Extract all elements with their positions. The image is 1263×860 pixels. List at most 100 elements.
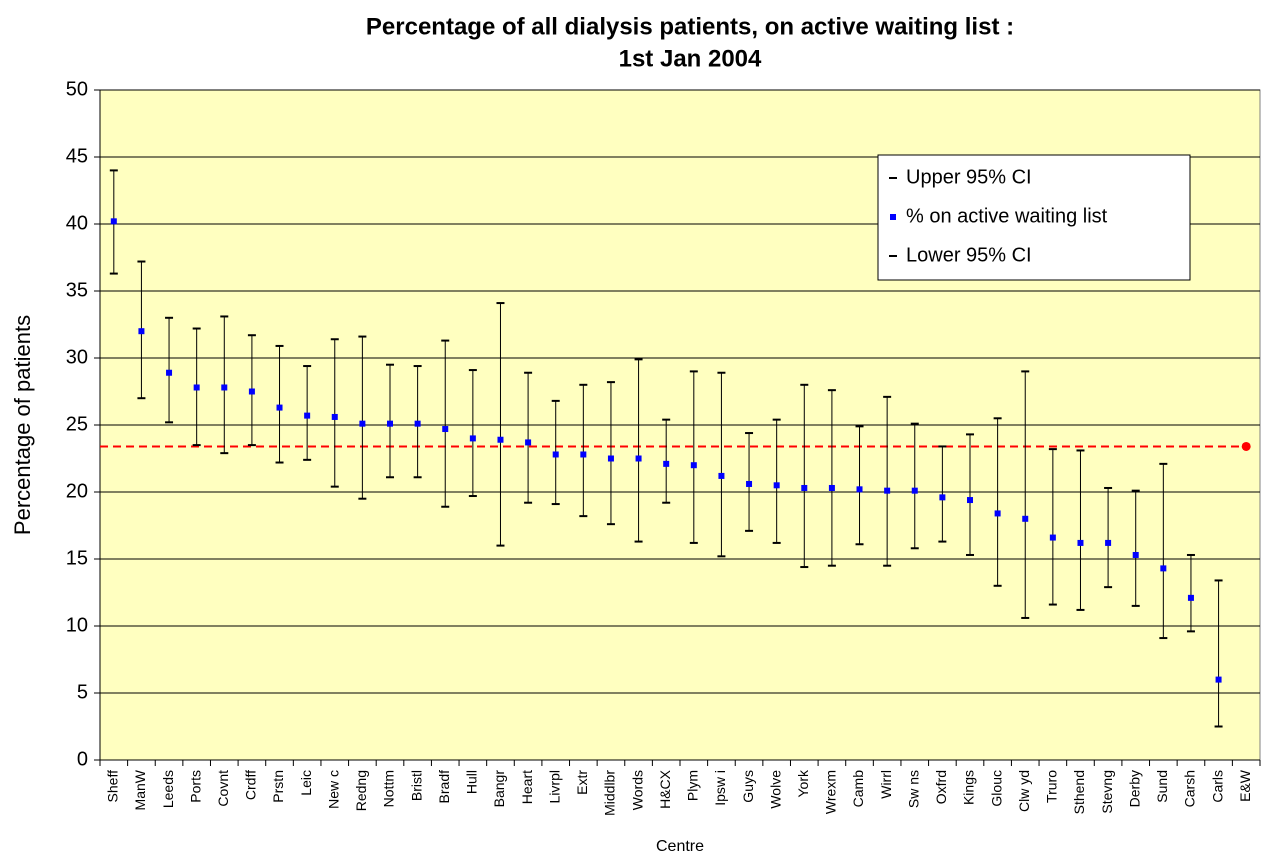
x-tick-label: Nottm: [381, 770, 397, 807]
x-tick-label: Guys: [740, 770, 756, 803]
value-marker: [331, 413, 338, 420]
value-marker: [801, 484, 808, 491]
value-marker: [525, 439, 532, 446]
value-marker: [193, 384, 200, 391]
value-marker: [939, 494, 946, 501]
chart-title: Percentage of all dialysis patients, on …: [366, 13, 1014, 40]
x-tick-label: Hull: [464, 770, 480, 794]
value-marker: [304, 412, 311, 419]
x-tick-label: ManW: [132, 769, 148, 810]
value-marker: [1160, 565, 1167, 572]
value-marker: [138, 328, 145, 335]
value-marker: [1022, 515, 1029, 522]
x-tick-label: Truro: [1044, 770, 1060, 803]
x-tick-label: Covnt: [215, 770, 231, 807]
x-tick-label: E&W: [1237, 769, 1253, 802]
value-marker: [967, 497, 973, 504]
x-tick-label: Clw yd: [1016, 770, 1032, 812]
x-tick-label: Plym: [685, 770, 701, 801]
value-marker: [828, 484, 835, 491]
y-tick-label: 5: [77, 681, 88, 703]
x-tick-label: Prstn: [270, 770, 286, 803]
value-marker: [1105, 539, 1112, 546]
x-tick-label: Livrpl: [546, 770, 562, 803]
x-tick-label: Crdff: [243, 770, 259, 800]
x-tick-label: New c: [325, 770, 341, 809]
y-tick-label: 45: [66, 145, 88, 167]
value-marker: [414, 420, 421, 427]
x-tick-label: H&CX: [657, 769, 673, 809]
value-marker: [359, 420, 366, 427]
x-tick-label: Glouc: [988, 770, 1004, 807]
x-tick-label: Camb: [850, 770, 866, 808]
x-tick-label: Wrexm: [823, 770, 839, 814]
y-tick-label: 20: [66, 480, 88, 502]
x-tick-label: Kings: [961, 770, 977, 805]
x-tick-label: Wolve: [767, 770, 783, 809]
x-tick-label: Stevng: [1099, 770, 1115, 814]
x-tick-label: Sund: [1154, 770, 1170, 803]
x-tick-label: Sw ns: [905, 770, 921, 808]
value-marker: [248, 388, 255, 395]
reference-dot: [1241, 441, 1251, 451]
value-marker: [911, 487, 918, 494]
x-tick-label: Bangr: [491, 770, 507, 808]
x-tick-label: Oxfrd: [933, 770, 949, 804]
value-marker: [1132, 551, 1139, 558]
y-tick-label: 40: [66, 212, 88, 234]
value-marker: [580, 451, 587, 458]
value-marker: [994, 510, 1001, 517]
y-tick-label: 15: [66, 547, 88, 569]
value-marker: [773, 482, 780, 489]
legend-symbol: [890, 214, 896, 220]
y-tick-label: 30: [66, 346, 88, 368]
value-marker: [1077, 539, 1084, 546]
y-tick-label: 10: [66, 614, 88, 636]
x-tick-label: Ipsw i: [712, 770, 728, 806]
x-axis-label: Centre: [656, 838, 704, 855]
y-tick-label: 50: [66, 78, 88, 100]
x-tick-label: Bradf: [436, 770, 452, 804]
x-tick-label: Sthend: [1071, 770, 1087, 814]
legend-label: Lower 95% CI: [906, 244, 1032, 266]
x-tick-label: Heart: [519, 770, 535, 804]
x-tick-label: Leic: [298, 770, 314, 796]
value-marker: [110, 218, 117, 225]
value-marker: [690, 462, 697, 469]
y-tick-label: 35: [66, 279, 88, 301]
value-marker: [607, 455, 614, 462]
y-tick-label: 0: [77, 748, 88, 770]
value-marker: [497, 436, 504, 443]
x-tick-label: Wirrl: [878, 770, 894, 799]
y-axis-label: Percentage of patients: [10, 315, 35, 535]
value-marker: [442, 426, 449, 433]
x-tick-label: Extr: [574, 770, 590, 795]
value-marker: [469, 435, 476, 442]
value-marker: [1215, 676, 1222, 683]
x-tick-label: Sheff: [105, 770, 121, 803]
value-marker: [635, 455, 642, 462]
x-tick-label: Words: [629, 770, 645, 810]
x-tick-label: Leeds: [160, 770, 176, 808]
value-marker: [1187, 594, 1194, 601]
legend-box: [877, 154, 1191, 281]
value-marker: [746, 480, 753, 487]
value-marker: [856, 486, 863, 493]
x-tick-label: Carls: [1209, 770, 1225, 803]
x-tick-label: Middlbr: [602, 770, 618, 816]
value-marker: [276, 404, 283, 411]
x-tick-label: Derby: [1126, 770, 1142, 807]
value-marker: [663, 460, 670, 467]
value-marker: [1049, 534, 1056, 541]
x-tick-label: Redng: [353, 770, 369, 811]
value-marker: [387, 420, 393, 427]
legend-label: % on active waiting list: [906, 205, 1108, 227]
y-tick-label: 25: [66, 413, 88, 435]
chart-title: 1st Jan 2004: [619, 45, 762, 72]
x-tick-label: Bristl: [408, 770, 424, 801]
value-marker: [166, 369, 173, 376]
value-marker: [552, 451, 559, 458]
x-tick-label: Carsh: [1182, 770, 1198, 807]
value-marker: [221, 384, 228, 391]
